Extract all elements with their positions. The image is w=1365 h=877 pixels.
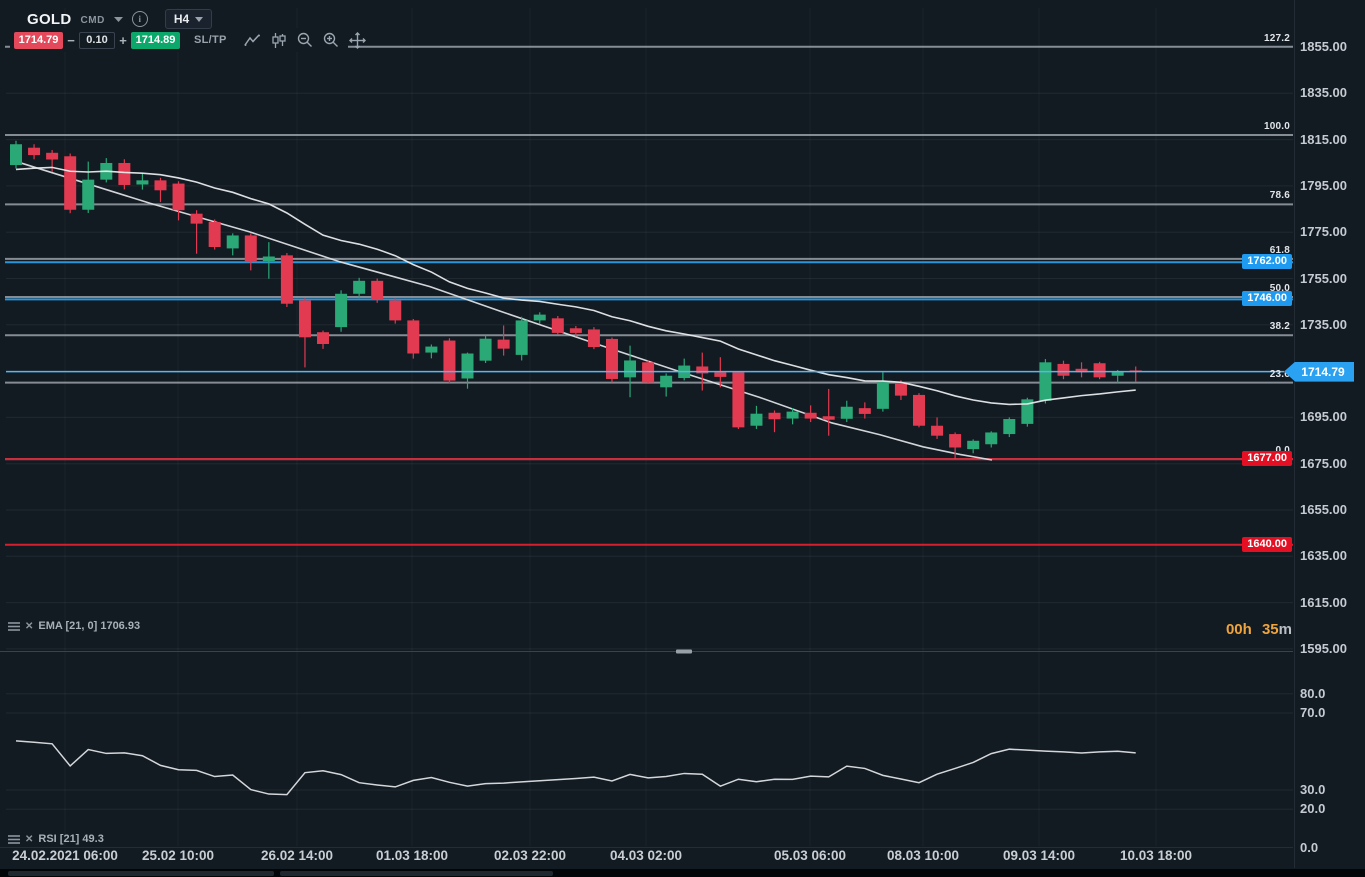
timeframe-selector[interactable]: H4 — [164, 9, 213, 29]
price-tick-label: 1815.00 — [1300, 131, 1347, 147]
price-tick-label: 1835.00 — [1300, 85, 1347, 101]
fib-level-label: 38.2 — [1269, 321, 1290, 333]
countdown-minutes: 35 — [1261, 621, 1279, 638]
fib-level-label: 100.0 — [1263, 120, 1290, 132]
price-tick-label: 1735.00 — [1300, 316, 1347, 332]
indicator-settings-icon[interactable] — [8, 834, 20, 844]
rsi-tick-label: 70.0 — [1300, 705, 1326, 720]
pane-resize-handle[interactable] — [676, 649, 692, 654]
zoom-in-icon[interactable] — [323, 32, 339, 48]
price-line-tag[interactable]: 1746.00 — [1242, 291, 1292, 307]
trade-toolbar: 1714.79 − 0.10 + 1714.89 SL/TP — [14, 31, 371, 49]
price-tick-label: 1595.00 — [1300, 640, 1347, 656]
sell-button[interactable]: 1714.79 — [14, 31, 63, 49]
info-icon[interactable]: i — [131, 11, 148, 27]
time-axis-label: 01.03 18:00 — [375, 848, 449, 863]
rsi-legend: ✕ RSI [21] 49.3 — [8, 833, 104, 845]
pan-move-icon[interactable] — [348, 31, 366, 49]
fib-level-label: 0.0 — [1275, 445, 1290, 456]
bottom-scrollbar-track — [0, 869, 1365, 877]
time-axis-label: 25.02 10:00 — [141, 848, 215, 863]
indicator-settings-icon[interactable] — [8, 621, 20, 631]
scrollbar-thumb[interactable] — [280, 871, 553, 876]
current-price-tag: 1714.79 — [1284, 361, 1354, 382]
instrument-header: GOLD CMD i H4 — [27, 9, 213, 29]
price-line-tag[interactable]: 1677.00 — [1242, 451, 1292, 467]
time-axis-label: 09.03 14:00 — [1002, 848, 1076, 863]
zoom-out-icon[interactable] — [297, 32, 313, 48]
countdown-unit: m — [1278, 621, 1292, 638]
volume-plus-button[interactable]: + — [119, 32, 127, 48]
price-tick-label: 1635.00 — [1300, 548, 1347, 564]
time-axis-label: 08.03 10:00 — [886, 848, 960, 863]
ema-legend-text: EMA [21, 0] 1706.93 — [38, 620, 141, 632]
rsi-tick-label: 20.0 — [1300, 801, 1326, 817]
price-tick-label: 1795.00 — [1300, 177, 1347, 193]
rsi-close-icon[interactable]: ✕ — [25, 833, 34, 845]
timeframe-caret-icon — [195, 16, 204, 22]
fib-level-label: 127.2 — [1263, 32, 1290, 44]
price-line-tag[interactable]: 1762.00 — [1242, 254, 1292, 270]
price-line-tag[interactable]: 1640.00 — [1242, 536, 1292, 552]
buy-button[interactable]: 1714.89 — [131, 31, 180, 49]
countdown-hours: 00h — [1225, 621, 1252, 638]
time-axis-label: 26.02 14:00 — [260, 848, 334, 863]
time-axis-label: 05.03 06:00 — [773, 848, 847, 863]
volume-minus-button[interactable]: − — [67, 32, 75, 48]
rsi-tick-label: 0.0 — [1300, 839, 1319, 855]
rsi-tick-label: 30.0 — [1300, 782, 1326, 797]
price-tick-label: 1695.00 — [1300, 409, 1347, 425]
time-axis-label: 04.03 02:00 — [609, 848, 683, 863]
symbol-dropdown-caret-icon[interactable] — [113, 16, 123, 22]
scrollbar-thumb[interactable] — [8, 871, 274, 876]
fib-level-label: 50.0 — [1269, 283, 1290, 295]
time-axis-label: 02.03 22:00 — [493, 848, 567, 863]
ema-legend: ✕ EMA [21, 0] 1706.93 — [8, 620, 140, 632]
candlestick-chart-type-icon[interactable] — [271, 32, 287, 48]
price-tick-label: 1855.00 — [1300, 39, 1347, 54]
price-tick-label: 1615.00 — [1300, 594, 1347, 610]
fib-level-label: 61.8 — [1269, 244, 1290, 256]
timeframe-value: H4 — [173, 12, 190, 26]
symbol-name: GOLD — [27, 10, 72, 28]
sltp-button[interactable]: SL/TP — [194, 34, 227, 46]
rsi-tick-label: 80.0 — [1300, 685, 1326, 701]
time-axis-label: 24.02.2021 06:00 — [12, 848, 118, 863]
rsi-legend-text: RSI [21] 49.3 — [38, 833, 104, 845]
price-tick-label: 1775.00 — [1300, 224, 1347, 240]
volume-value: 0.10 — [79, 31, 115, 49]
fib-level-label: 23.6 — [1269, 368, 1290, 380]
fib-level-label: 78.6 — [1269, 190, 1290, 202]
time-axis-label: 10.03 18:00 — [1119, 848, 1193, 863]
candle-countdown: 00h 35m — [1226, 621, 1292, 638]
price-tick-label: 1755.00 — [1300, 270, 1347, 286]
price-tick-label: 1675.00 — [1300, 455, 1347, 471]
market-type-label: CMD — [80, 14, 105, 26]
line-chart-type-icon[interactable] — [244, 33, 261, 48]
price-tick-label: 1655.00 — [1300, 502, 1347, 517]
ema-close-icon[interactable]: ✕ — [25, 620, 34, 632]
